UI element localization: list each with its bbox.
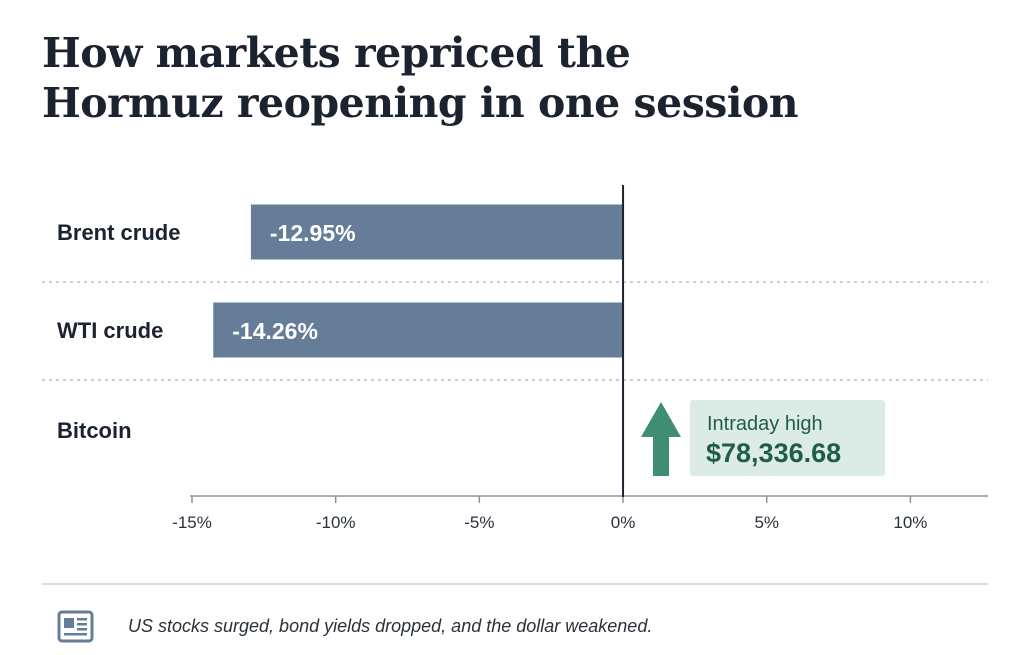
x-tick-label: 10% [893,513,927,532]
x-tick-label: 5% [754,513,779,532]
annotation-label: Intraday high [707,413,823,435]
x-tick-label: -10% [316,513,356,532]
annotation-value: $78,336.68 [706,438,841,468]
bar-chart: Brent crude -12.95% WTI crude -14.26% Bitcoi… [42,185,988,532]
data-label: -14.26% [232,318,318,344]
chart-title: How markets repriced the Hormuz reopening… [42,28,799,128]
category-label: Brent crude [57,220,180,245]
newspaper-icon [57,610,94,643]
annotation-box [690,400,885,476]
category-label: WTI crude [57,318,163,343]
title-line-1: How markets repriced the [42,29,631,77]
bar-brent-crude [250,204,624,260]
x-tick-label: 0% [611,513,636,532]
category-label: Bitcoin [57,418,132,443]
data-label: -12.95% [270,220,356,246]
footer-divider [42,583,988,585]
arrow-up-icon [641,402,681,476]
x-tick-label: -15% [172,513,212,532]
bar-wti-crude [213,302,624,358]
footer-note: US stocks surged, bond yields dropped, a… [128,616,653,636]
title-line-2: Hormuz reopening in one session [42,79,799,127]
x-tick-label: -5% [464,513,494,532]
